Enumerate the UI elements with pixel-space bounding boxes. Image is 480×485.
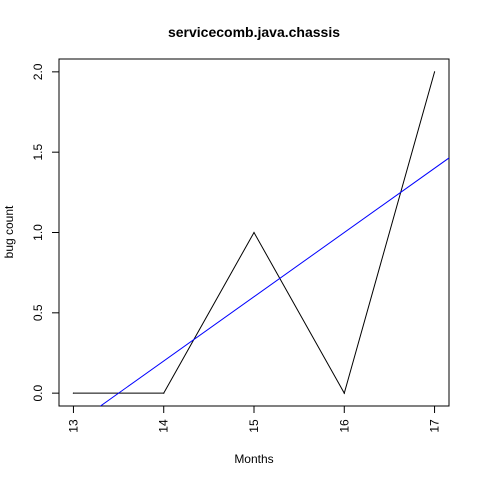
series-point (253, 231, 255, 234)
series-point (343, 392, 345, 394)
x-tick-label: 13 (66, 419, 80, 433)
y-tick-label: 2.0 (31, 63, 45, 80)
series-point (433, 71, 436, 73)
x-axis: 13 14 15 16 17 (66, 405, 442, 433)
y-tick-label: 1.0 (31, 224, 45, 241)
trend-line (99, 157, 449, 406)
x-tick-label: 14 (157, 419, 171, 433)
series-point (72, 392, 75, 394)
y-tick-label: 1.5 (31, 144, 45, 161)
x-axis-label: Months (234, 452, 273, 466)
y-axis: 0.0 0.5 1.0 1.5 2.0 (31, 63, 60, 401)
x-tick-label: 15 (247, 419, 261, 433)
plot-area (72, 71, 449, 406)
x-tick-label: 16 (337, 419, 351, 433)
y-axis-label: bug count (2, 205, 16, 258)
chart-title: servicecomb.java.chassis (168, 24, 340, 40)
y-tick-label: 0.0 (31, 384, 45, 401)
x-tick-label: 17 (428, 419, 442, 433)
y-tick-label: 0.5 (31, 304, 45, 321)
series-point (163, 392, 165, 394)
